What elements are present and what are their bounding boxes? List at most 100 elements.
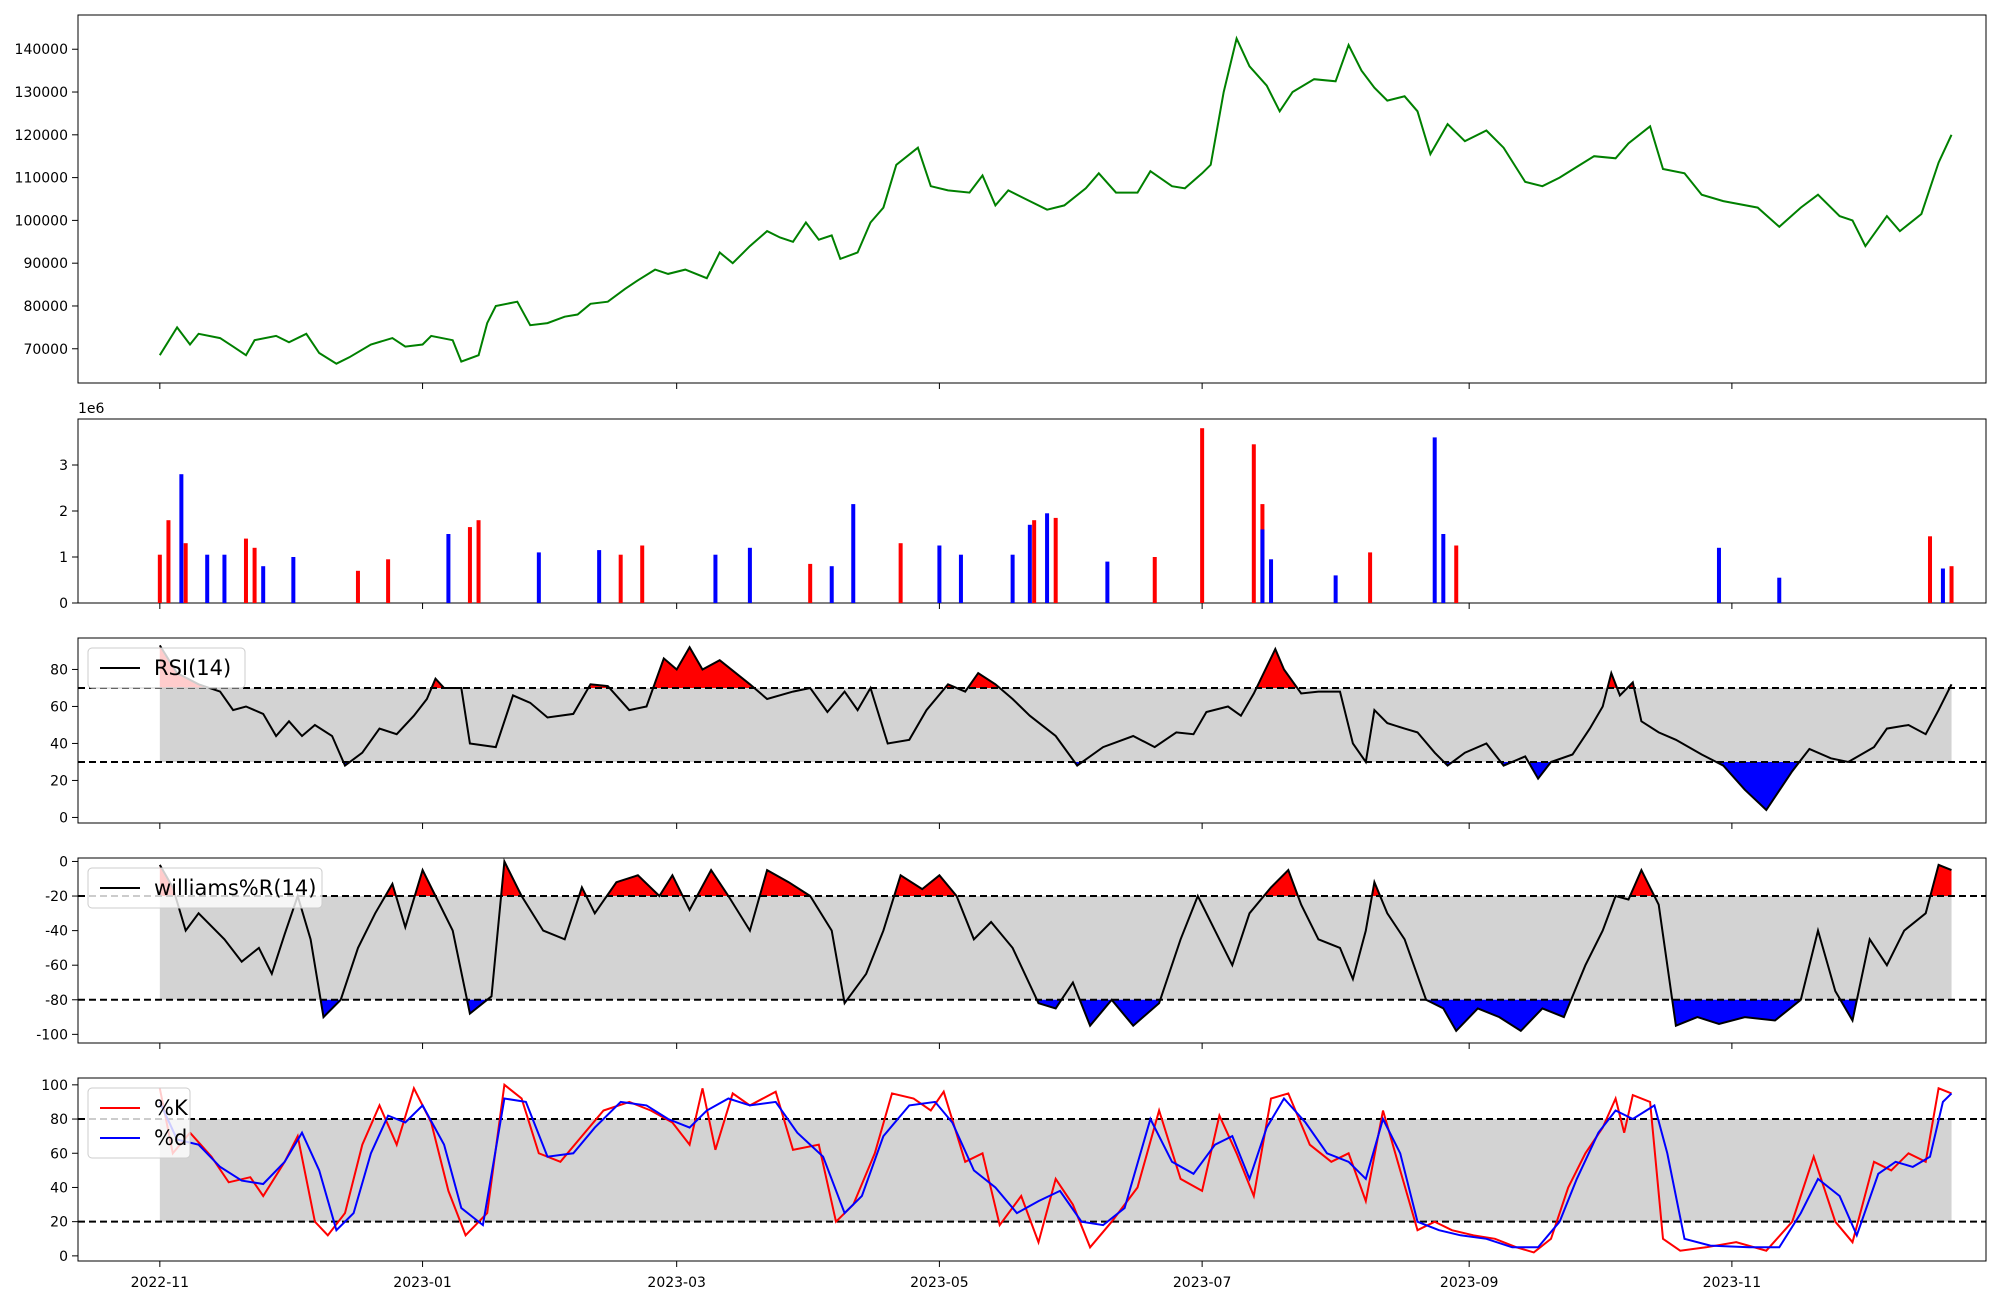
price-ytick-label: 70000: [23, 342, 68, 358]
price-line: [158, 35, 1953, 365]
rsi-oversold-fill: [1716, 762, 1800, 810]
volume-bar-up: [446, 534, 451, 603]
volume-bar-down: [476, 520, 481, 603]
volume-ytick-label: 0: [59, 596, 68, 612]
stochastic-legend-label: %K: [154, 1096, 189, 1120]
volume-bar-down: [618, 554, 623, 603]
williams-overbought-fill: [759, 870, 811, 896]
volume-bar-up: [1432, 437, 1437, 603]
volume-bar-up: [536, 552, 541, 603]
williams-ytick-label: 0: [59, 854, 68, 870]
rsi-oversold-fill: [1528, 762, 1551, 779]
x-tick-label: 2023-03: [647, 1275, 706, 1291]
volume-bar-up: [1777, 577, 1782, 603]
volume-bar-up: [851, 504, 856, 603]
rsi-ytick-label: 40: [50, 736, 68, 752]
stochastic-ytick-label: 0: [59, 1249, 68, 1265]
stochastic-ytick-label: 20: [50, 1215, 68, 1231]
williams-overbought-fill: [697, 870, 729, 896]
price-ytick-label: 80000: [23, 299, 68, 315]
williams-overbought-fill: [1630, 870, 1655, 896]
volume-bar-down: [1251, 444, 1256, 603]
volume-bar-down: [1949, 566, 1954, 603]
rsi-overbought-fill: [653, 647, 755, 688]
volume-bar-up: [1441, 534, 1446, 603]
stochastic-panel: [77, 1077, 1987, 1262]
volume-bar-up: [1027, 524, 1032, 603]
williams-oversold-fill: [1672, 999, 1801, 1026]
williams-ytick-label: -80: [45, 993, 68, 1009]
rsi-ytick-label: 60: [50, 699, 68, 715]
williams-legend: [87, 867, 323, 909]
price-ytick-label: 120000: [15, 128, 68, 144]
volume-bar-down: [243, 538, 248, 603]
price-ytick-label: 130000: [15, 85, 68, 101]
volume-bar-down: [467, 527, 472, 603]
volume-bar-down: [1152, 557, 1157, 603]
stochastic-d-line: [158, 1092, 1953, 1249]
volume-bar-up: [829, 566, 834, 603]
x-tick-label: 2023-09: [1440, 1275, 1499, 1291]
volume-bar-up: [205, 554, 210, 603]
stochastic-legend-label: %d: [154, 1126, 187, 1150]
williams-ytick-label: -40: [45, 924, 68, 940]
volume-bar-up: [1105, 561, 1110, 603]
williams-overbought-fill: [414, 870, 436, 896]
volume-bar-up: [222, 554, 227, 603]
williams-overbought-fill: [894, 875, 957, 896]
volume-bar-down: [157, 554, 162, 603]
williams-overbought-fill: [606, 875, 660, 896]
price-ytick-label: 90000: [23, 256, 68, 272]
williams-ytick-label: -100: [36, 1027, 68, 1043]
volume-bar-down: [1053, 517, 1058, 603]
volume-bar-up: [1333, 575, 1338, 603]
rsi-panel: [77, 637, 1987, 824]
x-tick-label: 2022-11: [131, 1275, 190, 1291]
volume-bar-down: [166, 520, 171, 603]
williams-ytick-label: -20: [45, 889, 68, 905]
rsi-legend-label: RSI(14): [154, 656, 231, 680]
rsi-ytick-label: 80: [50, 662, 68, 678]
volume-bar-down: [1454, 545, 1459, 603]
x-tick-label: 2023-01: [393, 1275, 452, 1291]
volume-bar-up: [1716, 547, 1721, 603]
stochastic-legend: [87, 1087, 191, 1159]
volume-bar-down: [355, 570, 360, 603]
volume-bar-down: [808, 563, 813, 603]
rsi-line: [158, 644, 1953, 812]
williams-oversold-fill: [1036, 999, 1062, 1009]
rsi-ytick-label: 0: [59, 810, 68, 826]
x-tick-label: 2023-05: [910, 1275, 969, 1291]
stochastic-ytick-label: 40: [50, 1180, 68, 1196]
price-ytick-label: 110000: [15, 171, 68, 187]
price-ytick-label: 100000: [15, 213, 68, 229]
volume-bar-up: [1010, 554, 1015, 603]
volume-offset-text: 1e6: [78, 401, 105, 417]
volume-ytick-label: 2: [59, 504, 68, 520]
williams-band: [159, 896, 1952, 1000]
stochastic-band: [159, 1119, 1952, 1222]
williams-overbought-fill: [1930, 864, 1952, 896]
price-panel: [77, 14, 1987, 384]
williams-overbought-fill: [659, 875, 683, 896]
rsi-ytick-label: 20: [50, 773, 68, 789]
rsi-band: [159, 687, 1952, 762]
volume-bar-down: [1928, 536, 1933, 603]
x-tick-label: 2023-07: [1173, 1275, 1232, 1291]
williams-line: [158, 857, 1952, 1033]
volume-bar-up: [937, 545, 942, 603]
volume-bar-down: [1032, 520, 1037, 603]
volume-bar-up: [291, 557, 296, 603]
williams-legend-label: williams%R(14): [154, 876, 316, 900]
rsi-legend: [87, 647, 246, 689]
volume-bar-up: [1940, 568, 1945, 603]
stochastic-k-line: [158, 1082, 1952, 1254]
rsi-overbought-fill: [1256, 649, 1298, 688]
volume-bar-up: [747, 547, 752, 603]
volume-ytick-label: 3: [59, 458, 68, 474]
volume-bar-down: [640, 545, 645, 603]
volume-bar-down: [183, 543, 188, 603]
volume-bar-down: [898, 543, 903, 603]
volume-bar-up: [958, 554, 963, 603]
